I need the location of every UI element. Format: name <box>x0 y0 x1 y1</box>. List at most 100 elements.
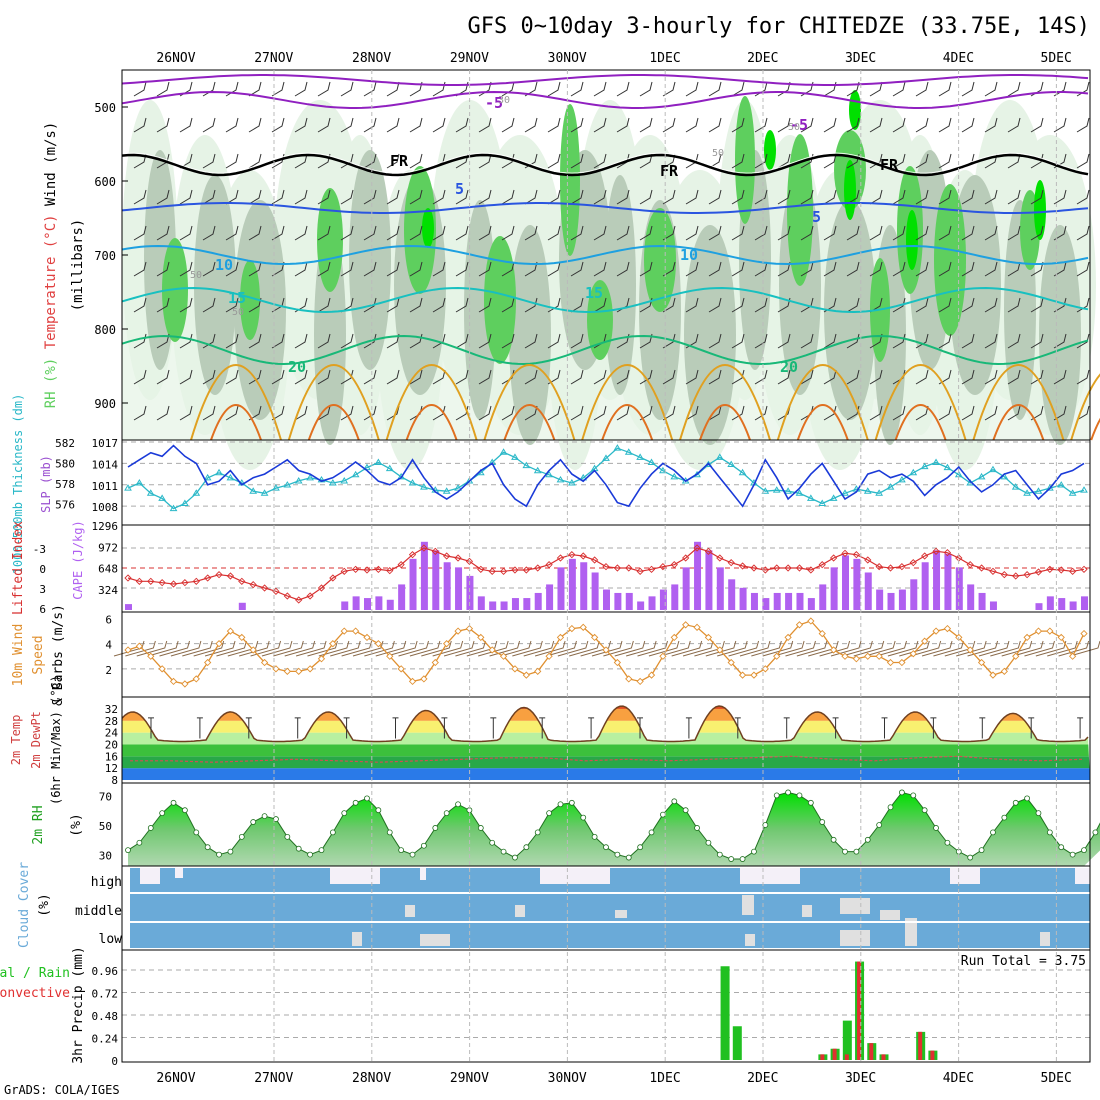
wind-speed-marker <box>693 623 701 631</box>
upper-wind-barb <box>432 117 446 133</box>
upper-wind-barb <box>524 297 538 313</box>
isotherm-30-arch <box>503 404 556 441</box>
upper-wind-barb <box>501 333 515 349</box>
upper-wind-barb <box>386 189 400 205</box>
cape-bar <box>762 598 770 610</box>
upper-wind-barb <box>1076 153 1090 169</box>
isotherm-30-arch <box>796 404 849 441</box>
upper-wind-barb <box>501 261 515 277</box>
cloud-clear-high <box>330 868 380 884</box>
upper-wind-barb <box>846 117 860 133</box>
upper-wind-barb <box>386 225 400 241</box>
surface-wind-barb <box>808 640 839 657</box>
rh2m-marker <box>625 854 632 861</box>
upper-wind-barb <box>685 369 699 385</box>
upper-wind-barb <box>961 81 975 97</box>
cape-bar <box>511 598 519 610</box>
temp-tick: 12 <box>105 762 118 775</box>
surface-wind-barb <box>318 640 350 657</box>
thickness-marker <box>841 489 849 496</box>
upper-wind-barb <box>179 225 193 241</box>
rh-shade-bright <box>1034 180 1046 240</box>
temp-minmax-bar <box>734 717 741 739</box>
slp-tick: 1014 <box>92 458 119 471</box>
rh2m-marker <box>216 851 222 858</box>
upper-wind-barb <box>869 81 883 97</box>
upper-wind-barb <box>363 297 377 313</box>
thickness-marker <box>408 479 417 486</box>
thickness-marker <box>784 487 792 494</box>
upper-wind-barb <box>800 225 814 241</box>
wind-speed-marker <box>443 640 451 648</box>
upper-wind-barb <box>938 117 952 133</box>
rh2m-marker <box>990 829 996 836</box>
upper-wind-barb <box>823 189 837 205</box>
surface-wind-barb <box>239 640 270 657</box>
rh-shade-bright <box>849 90 861 130</box>
surface-wind-barb <box>398 640 430 657</box>
upper-wind-barb <box>271 369 285 385</box>
upper-wind-barb <box>616 117 630 133</box>
cape-bar <box>443 562 451 610</box>
lifted-index-marker <box>522 566 530 574</box>
lifted-index-marker <box>260 584 269 592</box>
temp-tick: 8 <box>111 774 118 787</box>
thickness-marker <box>1011 483 1020 490</box>
lifted-index-marker <box>181 579 189 587</box>
temp-band <box>122 720 1090 733</box>
temp-minmax-bar <box>637 717 643 739</box>
top-date-label: 28NOV <box>352 51 391 66</box>
surface-wind-barb <box>853 640 885 657</box>
cape-bar <box>830 567 838 610</box>
isotherm-label: 20 <box>288 358 306 376</box>
wind-ylabel-3: & Barbs (m/s) <box>51 604 66 706</box>
wind-speed-marker <box>226 627 235 635</box>
upper-wind-barb <box>915 261 929 277</box>
surface-wind-barb <box>466 640 498 657</box>
cape-bar <box>591 572 599 610</box>
upper-wind-barb <box>662 261 676 277</box>
lifted-index-marker <box>943 549 952 557</box>
upper-wind-barb <box>892 117 906 133</box>
wind-speed-marker <box>886 658 895 667</box>
cape-bar <box>933 550 941 610</box>
temp-minmax-bar <box>1028 717 1035 739</box>
rh2m-marker <box>739 856 746 862</box>
upper-wind-barb <box>708 405 722 421</box>
surface-wind-barb <box>261 640 293 657</box>
thickness-line <box>127 447 1085 510</box>
surface-wind-barb <box>341 640 373 657</box>
rh2m-marker <box>716 851 723 858</box>
top-date-label: 26NOV <box>156 51 195 66</box>
upper-wind-barb <box>938 153 952 169</box>
wind-speed-marker <box>511 665 519 673</box>
surface-wind-barb <box>694 640 725 657</box>
upper-wind-barb <box>478 225 492 241</box>
upper-wind-barb <box>892 405 906 421</box>
upper-wind-barb <box>386 369 400 385</box>
upper-wind-barb <box>1007 369 1021 385</box>
upper-wind-barb <box>662 405 676 421</box>
thickness-marker <box>420 483 428 490</box>
upper-wind-barb <box>662 189 676 205</box>
isotherm-label: 20 <box>780 358 798 376</box>
isotherm-label: 15 <box>585 284 603 302</box>
upper-wind-barb <box>754 333 768 349</box>
upper-wind-barb <box>708 117 722 133</box>
upper-wind-barb <box>915 117 929 133</box>
slp-tick: 1011 <box>92 480 119 493</box>
lifted-index-marker <box>238 577 246 585</box>
rh2m-marker <box>921 807 928 814</box>
upper-wind-barb <box>271 225 285 241</box>
upper-wind-barb <box>133 405 147 421</box>
upper-wind-barb <box>1007 225 1021 241</box>
upper-wind-barb <box>317 261 331 277</box>
upper-wind-barb <box>731 117 745 133</box>
upper-wind-barb <box>593 297 607 313</box>
upper-wind-barb <box>570 297 584 313</box>
surface-wind-barb <box>865 640 896 657</box>
rh2m-marker <box>568 799 575 806</box>
upper-wind-barb <box>317 189 331 205</box>
upper-wind-barb <box>961 369 975 385</box>
temp-ylabel-3: (6hr Min/Max) (°C) <box>49 675 63 805</box>
